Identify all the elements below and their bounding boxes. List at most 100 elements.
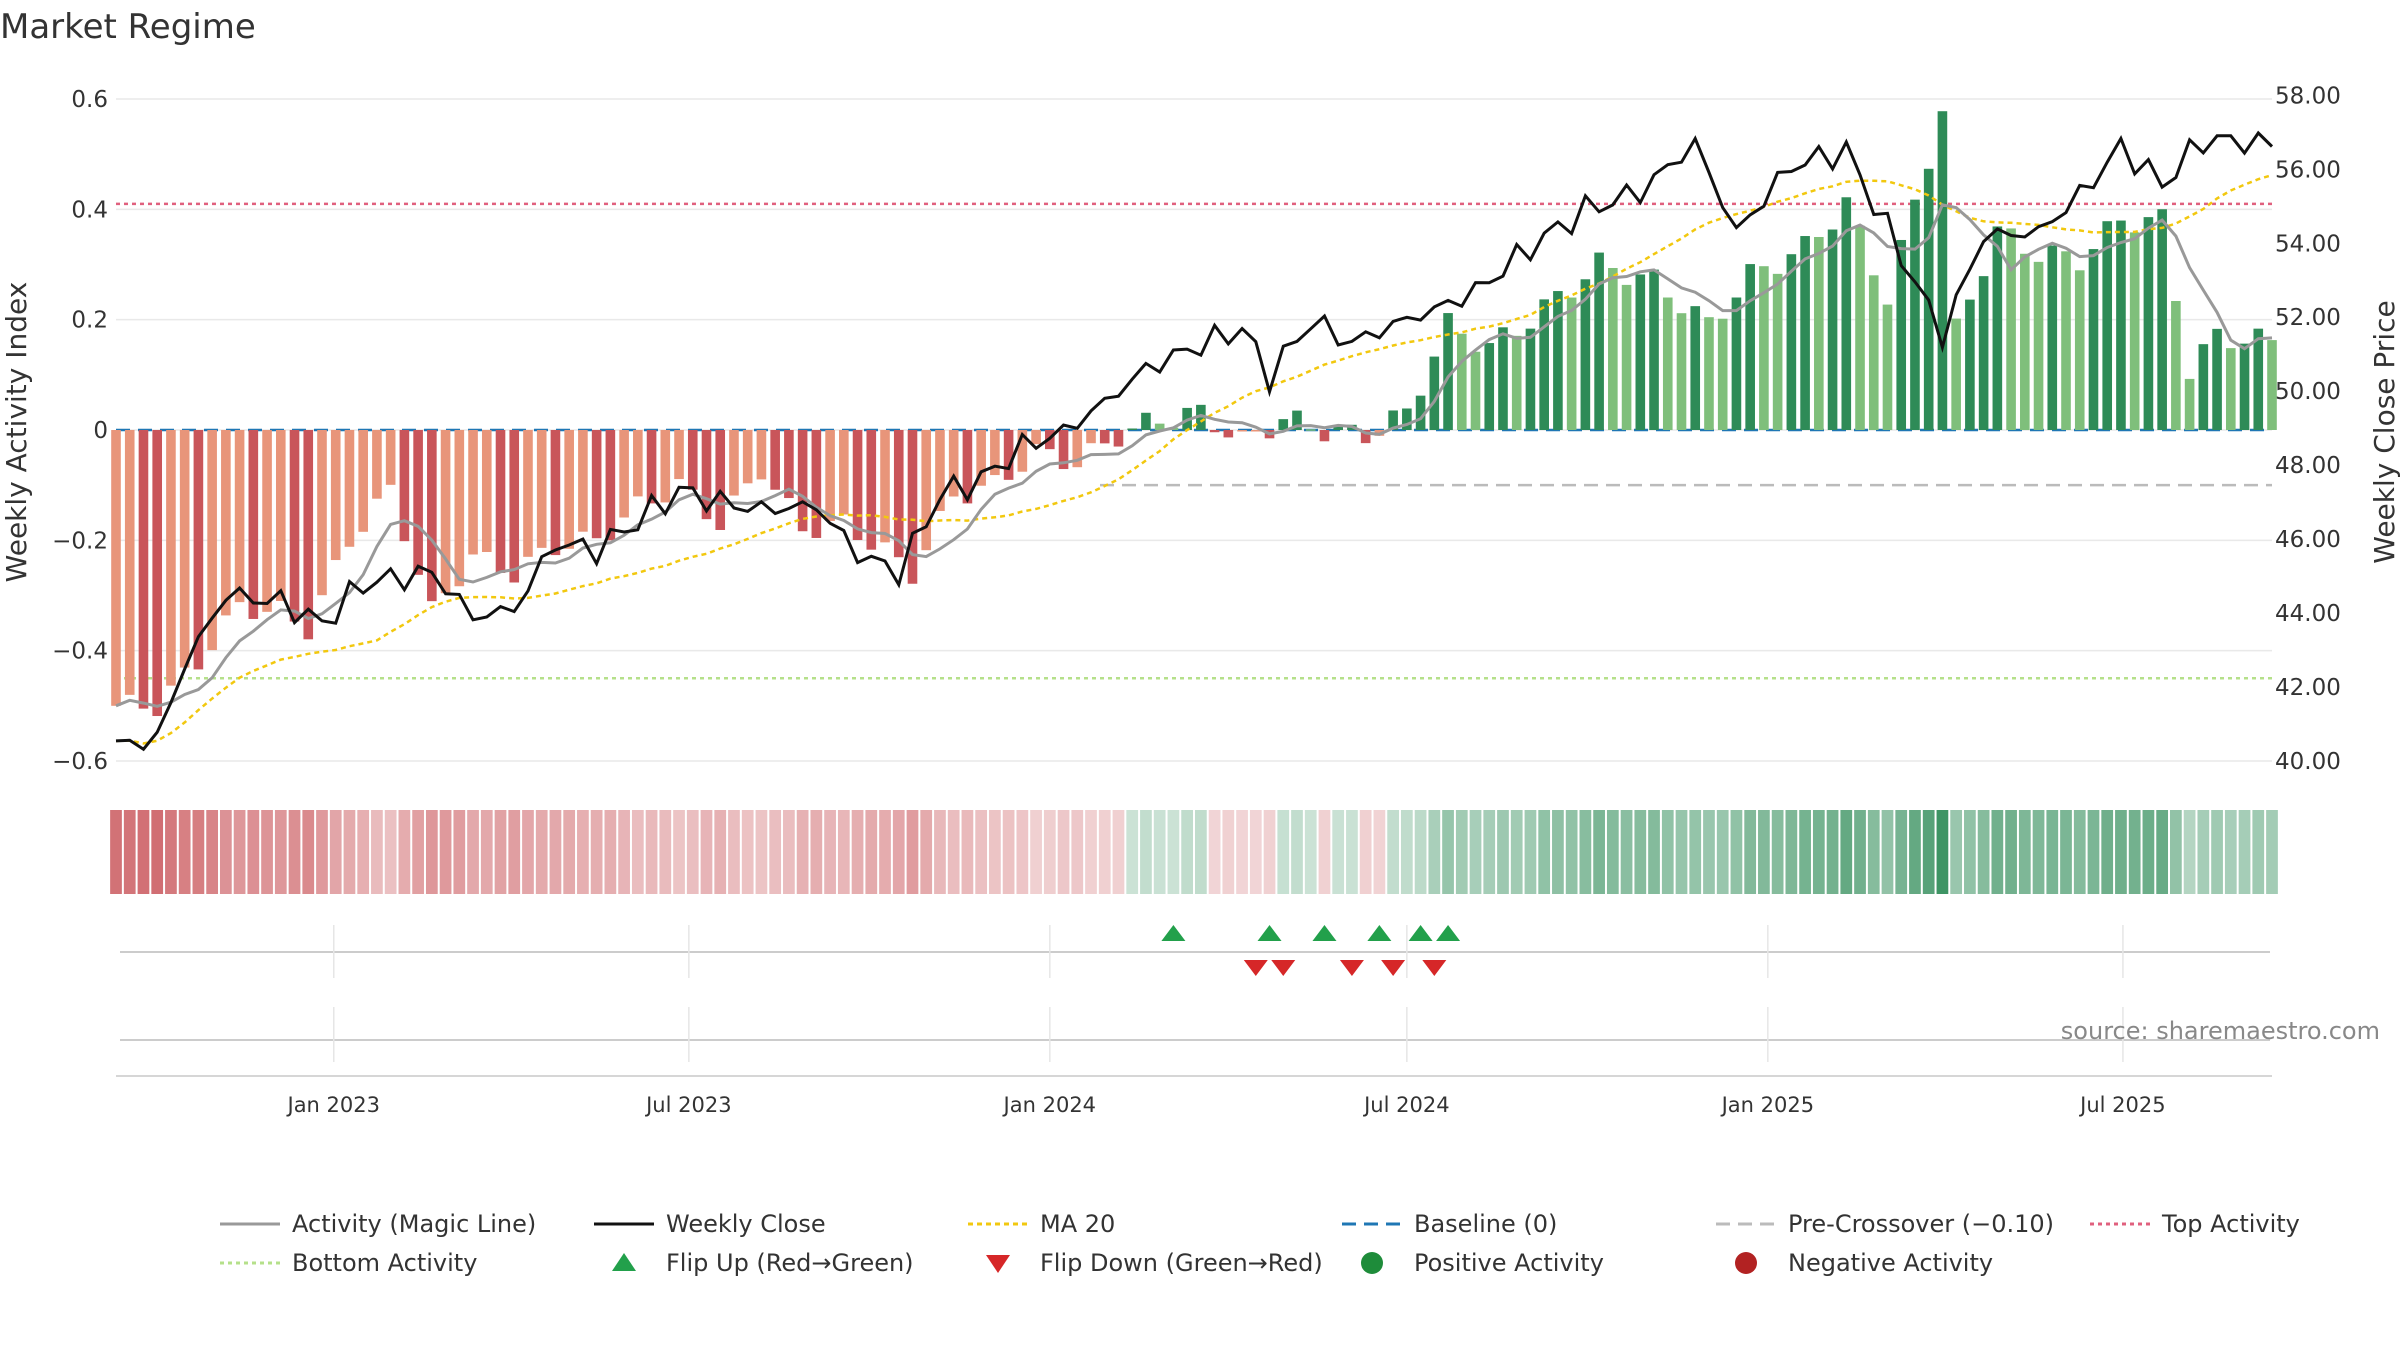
activity-bar xyxy=(797,430,808,532)
activity-bar xyxy=(1608,267,1618,430)
heat-cell xyxy=(714,810,727,894)
flip-down-marker xyxy=(1339,960,1364,976)
heat-cell xyxy=(165,810,177,894)
flip-up-marker xyxy=(1367,925,1392,941)
activity-bar xyxy=(1525,328,1536,430)
activity-bar xyxy=(687,430,698,490)
heat-cell xyxy=(577,810,589,894)
activity-bar xyxy=(1676,313,1687,430)
activity-bar xyxy=(330,430,341,561)
activity-bar xyxy=(1456,333,1467,430)
activity-bar xyxy=(1498,327,1508,430)
activity-bar xyxy=(2006,228,2016,430)
flip-down-marker xyxy=(1243,960,1268,976)
heat-cell xyxy=(1524,810,1537,894)
heat-cell xyxy=(1085,810,1097,894)
date-axis: Jan 2023 Jul 2023 Jan 2024 Jul 2024 Jan 2025… xyxy=(286,1093,2166,1117)
activity-bar xyxy=(2157,209,2167,430)
heat-cell xyxy=(2238,810,2251,894)
x-tick-label: Jan 2023 xyxy=(286,1093,381,1117)
heat-cell xyxy=(1483,810,1496,894)
heat-cell xyxy=(1909,810,1921,894)
heat-cell xyxy=(783,810,795,894)
y2-tick-label: 44.00 xyxy=(2275,601,2341,627)
y-tick-label: −0.2 xyxy=(52,528,108,554)
y-tick-label: −0.4 xyxy=(52,639,108,665)
activity-bar xyxy=(1305,429,1316,431)
legend-item-flipdown: Flip Down (Green→Red) xyxy=(986,1249,1323,1277)
activity-bar xyxy=(1814,236,1824,430)
heat-cell xyxy=(508,810,521,894)
flip-up-marker xyxy=(1257,925,1282,941)
heat-cell xyxy=(700,810,713,894)
heat-cell xyxy=(1922,810,1935,894)
activity-bar xyxy=(179,430,190,668)
activity-bar xyxy=(825,430,835,521)
regime-heat-strip xyxy=(110,810,2278,894)
activity-bar xyxy=(921,430,932,551)
activity-bar xyxy=(550,430,561,556)
heat-cell xyxy=(2266,810,2278,894)
heat-cell xyxy=(1332,810,1345,894)
heat-cell xyxy=(1812,810,1825,894)
heat-cell xyxy=(2060,810,2072,894)
heat-cell xyxy=(288,810,301,894)
activity-bar xyxy=(2116,220,2126,430)
activity-bar xyxy=(976,430,986,486)
activity-bar xyxy=(660,430,671,503)
heat-cell xyxy=(920,810,933,894)
legend-swatch-flipdown xyxy=(986,1255,1010,1273)
legend: Activity (Magic Line) Weekly Close MA 20 Ba… xyxy=(220,1210,2300,1277)
heat-cell xyxy=(1469,810,1482,894)
heat-cell xyxy=(1620,810,1633,894)
legend-item-ma20: MA 20 xyxy=(968,1210,1115,1238)
heat-cell xyxy=(1881,810,1894,894)
heat-cell xyxy=(1703,810,1715,894)
y2-tick-label: 42.00 xyxy=(2275,675,2341,701)
activity-bar xyxy=(1292,410,1302,430)
activity-bar xyxy=(166,430,176,686)
legend-item-close: Weekly Close xyxy=(594,1210,826,1238)
heat-cell xyxy=(1771,810,1784,894)
heat-cell xyxy=(865,810,878,894)
heat-cell xyxy=(1826,810,1839,894)
activity-bar xyxy=(1772,273,1783,430)
heat-cell xyxy=(535,810,548,894)
heat-cell xyxy=(1744,810,1757,894)
heat-cell xyxy=(425,810,438,894)
y2-tick-label: 48.00 xyxy=(2275,453,2341,479)
activity-bar xyxy=(2129,232,2140,430)
source-credit: source: sharemaestro.com xyxy=(2061,1017,2380,1045)
activity-bar xyxy=(138,430,149,709)
activity-bar xyxy=(262,430,272,612)
heat-cell xyxy=(1977,810,1990,894)
activity-bar xyxy=(427,430,437,602)
heat-cell xyxy=(329,810,342,894)
activity-bar xyxy=(2074,270,2085,430)
heat-cell xyxy=(2073,810,2086,894)
y2-tick-label: 58.00 xyxy=(2275,83,2341,109)
flip-down-marker xyxy=(1271,960,1296,976)
activity-bar xyxy=(2212,328,2222,430)
activity-bar xyxy=(1882,304,1893,430)
heat-cell xyxy=(1167,810,1180,894)
heat-cell xyxy=(274,810,287,894)
activity-bar xyxy=(756,430,767,480)
activity-bar xyxy=(839,430,849,515)
heat-cell xyxy=(1153,810,1166,894)
heat-cell xyxy=(1895,810,1908,894)
activity-bar xyxy=(1553,291,1563,430)
activity-bar xyxy=(2267,340,2277,430)
y2-tick-label: 52.00 xyxy=(2275,305,2341,331)
heat-cell xyxy=(755,810,768,894)
activity-bar xyxy=(193,430,204,670)
y-tick-label: 0.2 xyxy=(71,308,108,334)
activity-bar xyxy=(440,430,451,594)
heat-cell xyxy=(1840,810,1853,894)
heat-cell xyxy=(384,810,397,894)
heat-cell xyxy=(137,810,150,894)
flip-up-marker xyxy=(1161,925,1186,941)
heat-cell xyxy=(1263,810,1276,894)
activity-bar xyxy=(1539,299,1549,430)
